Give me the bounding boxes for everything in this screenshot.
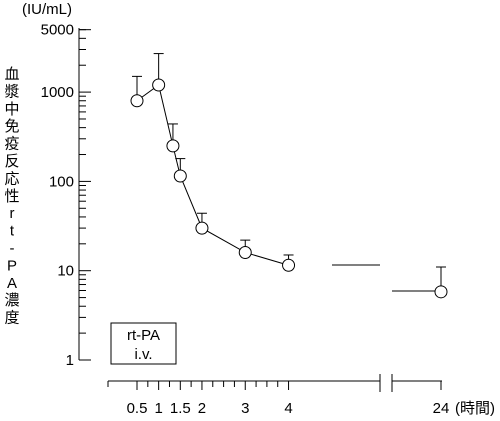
y-label-char: A — [7, 275, 17, 292]
data-point — [195, 221, 209, 235]
y-label-char: - — [10, 240, 15, 257]
y-label-char: 疫 — [4, 136, 19, 153]
x-tick-label: 24 — [433, 400, 450, 417]
y-label-char: 濃 — [4, 292, 19, 309]
x-tick-label: 3 — [241, 400, 249, 417]
legend-box — [110, 322, 177, 365]
y-tick-label: 10 — [57, 263, 74, 280]
y-label-char: 応 — [4, 170, 19, 187]
y-label-char: 漿 — [4, 83, 19, 100]
y-tick-label: 5000 — [41, 22, 74, 39]
y-label-char: t — [10, 223, 15, 240]
data-point — [152, 78, 166, 92]
y-label-char: 中 — [4, 101, 19, 118]
data-point — [130, 94, 144, 108]
data-point — [173, 169, 187, 183]
y-tick-label: 100 — [49, 173, 74, 190]
x-tick-label: 0.5 — [127, 400, 148, 417]
data-points — [130, 78, 448, 299]
error-bars — [132, 53, 446, 286]
data-point — [166, 139, 180, 153]
x-tick-label: 1.5 — [170, 400, 191, 417]
y-label-char: P — [7, 257, 17, 274]
y-tick-label: 1000 — [41, 84, 74, 101]
legend-line-2: i.v. — [134, 346, 152, 363]
data-point — [238, 245, 252, 259]
data-point — [282, 258, 296, 272]
y-label-char: 性 — [4, 188, 19, 205]
x-unit-label: (時間) — [455, 400, 495, 417]
data-point — [434, 285, 448, 299]
x-ticks: 0.5 1 1.5 2 3 4 24 — [127, 381, 450, 417]
y-label-char: 血 — [4, 66, 19, 83]
y-label-char: r — [10, 205, 15, 222]
series-line — [136, 84, 289, 266]
y-major-ticks: 1 10 100 1000 5000 — [41, 22, 91, 369]
x-tick-label: 4 — [284, 400, 292, 417]
y-tick-label: 1 — [66, 352, 74, 369]
x-tick-label: 1 — [154, 400, 162, 417]
y-label-char: 免 — [4, 118, 19, 135]
legend-line-1: rt-PA — [127, 327, 160, 344]
y-unit-label: (IU/mL) — [22, 1, 72, 18]
y-label-char: 反 — [4, 153, 19, 170]
y-label-char: 度 — [4, 310, 19, 327]
x-tick-label: 2 — [198, 400, 206, 417]
